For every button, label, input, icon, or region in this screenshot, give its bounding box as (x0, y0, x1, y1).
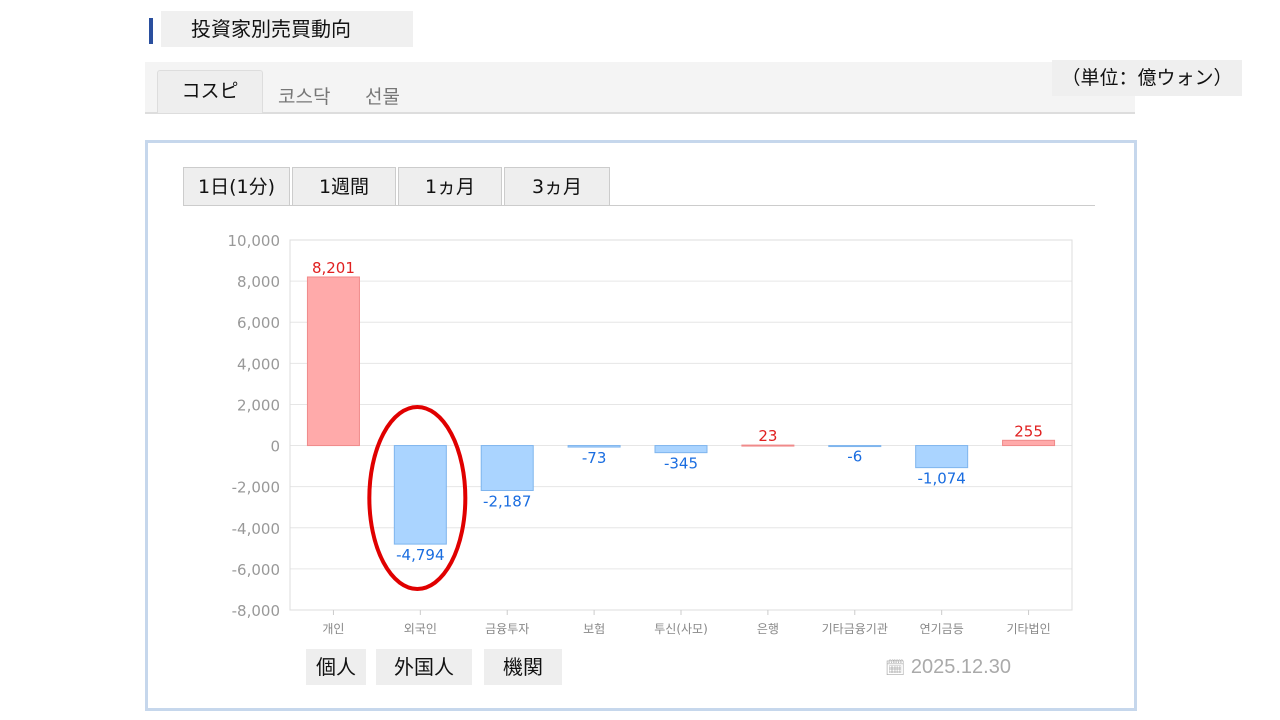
date-value: 2025.12.30 (910, 656, 1011, 678)
data-label: 255 (1014, 422, 1043, 440)
y-tick-label: -8,000 (232, 602, 280, 620)
data-label: -2,187 (483, 493, 531, 511)
filter-institution[interactable]: 機関 (484, 649, 562, 685)
data-label: -1,074 (917, 470, 965, 488)
tab-kosdaq[interactable]: 코스닥 (278, 86, 331, 108)
tab-kospi[interactable]: コスピ (157, 70, 263, 113)
tab-futures[interactable]: 선물 (365, 86, 400, 108)
bar (1002, 439, 1056, 447)
bar (654, 445, 708, 454)
x-tick-label: 외국인 (404, 622, 437, 636)
market-tabs: コスピ 코스닥 선물 (145, 62, 1135, 114)
data-label: -73 (582, 449, 607, 467)
bar (915, 445, 969, 469)
y-tick-label: -6,000 (232, 561, 280, 579)
data-label: 8,201 (312, 259, 355, 277)
y-tick-label: 10,000 (228, 232, 281, 250)
y-tick-label: 4,000 (237, 355, 280, 373)
filter-foreign[interactable]: 外国人 (376, 649, 472, 685)
unit-label: （単位：億ウォン） (1052, 60, 1242, 96)
y-tick-label: -4,000 (232, 520, 280, 538)
x-tick-label: 보험 (583, 622, 605, 636)
y-tick-label: 8,000 (237, 273, 280, 291)
page-title: 投資家別売買動向 (161, 11, 413, 47)
data-label: -6 (847, 448, 862, 466)
y-tick-label: 6,000 (237, 314, 280, 332)
bar (741, 444, 795, 447)
x-tick-label: 투신(사모) (654, 622, 708, 636)
y-tick-label: 2,000 (237, 396, 280, 414)
bar (828, 445, 882, 448)
x-tick-label: 연기금등 (920, 622, 964, 636)
bar (393, 445, 447, 545)
x-tick-label: 기타법인 (1006, 622, 1050, 636)
data-label: -4,794 (396, 546, 444, 564)
y-tick-label: 0 (270, 438, 280, 456)
bar (306, 276, 360, 447)
x-tick-label: 금융투자 (485, 622, 529, 636)
date-label: 🗓 2025.12.30 (885, 656, 1011, 679)
filter-individual[interactable]: 個人 (306, 649, 366, 685)
x-tick-label: 개인 (322, 622, 344, 636)
bar (480, 445, 534, 492)
tab-1week[interactable]: 1週間 (292, 167, 396, 206)
x-tick-label: 은행 (757, 621, 779, 636)
y-tick-label: -2,000 (232, 479, 280, 497)
bar (567, 445, 621, 448)
data-label: 23 (758, 427, 777, 445)
title-accent (149, 18, 153, 44)
tab-1day[interactable]: 1日(1分) (183, 167, 290, 206)
chart-panel (145, 140, 1137, 711)
x-tick-label: 기타금융기관 (822, 622, 888, 636)
tab-3month[interactable]: 3ヵ月 (504, 167, 610, 206)
tab-1month[interactable]: 1ヵ月 (398, 167, 502, 206)
data-label: -345 (664, 455, 698, 473)
highlight-circle (367, 405, 468, 591)
tab-divider (183, 205, 1095, 206)
calendar-icon: 🗓 (885, 660, 906, 677)
